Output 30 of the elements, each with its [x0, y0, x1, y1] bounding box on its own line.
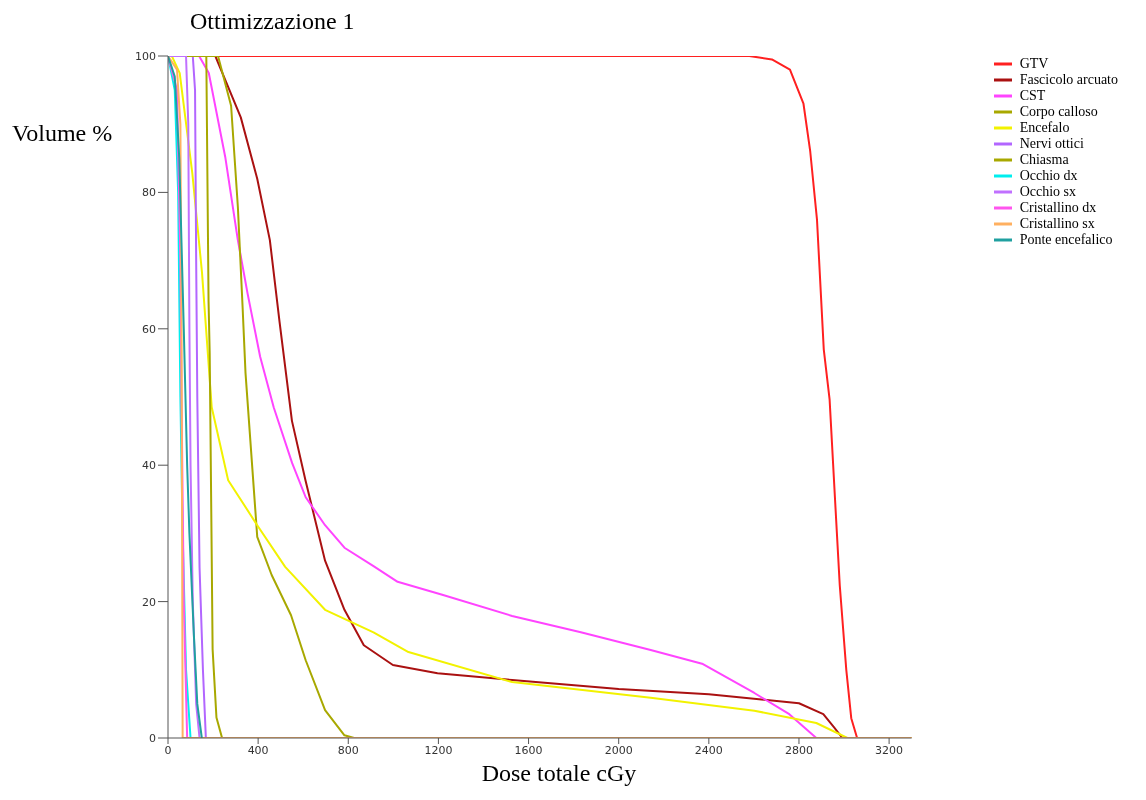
- y-tick-label: 20: [142, 595, 156, 609]
- x-tick-label: 1200: [424, 743, 453, 757]
- legend-label: Chiasma: [1019, 152, 1069, 168]
- legend-label: Fascicolo arcuato: [1019, 72, 1118, 88]
- y-axis-title: Volume %: [12, 120, 113, 147]
- legend-label: Cristallino dx: [1019, 200, 1097, 216]
- y-tick-label: 80: [142, 186, 156, 200]
- x-tick-label: 800: [337, 743, 359, 757]
- legend-label: Cristallino sx: [1019, 216, 1095, 232]
- legend-label: Corpo calloso: [1019, 104, 1098, 120]
- legend-label: Occhio sx: [1019, 184, 1077, 200]
- x-tick-label: 1600: [514, 743, 543, 757]
- y-tick-label: 100: [135, 49, 156, 63]
- x-tick-label: 0: [164, 743, 172, 757]
- chart-title: Ottimizzazione 1: [190, 8, 355, 35]
- x-axis-title: Dose totale cGy: [480, 760, 638, 787]
- legend-label: Occhio dx: [1019, 168, 1078, 184]
- x-tick-label: 2800: [784, 743, 813, 757]
- y-tick-label: 40: [142, 459, 156, 473]
- x-tick-label: 3200: [875, 743, 904, 757]
- legend-label: CST: [1019, 88, 1046, 104]
- legend-label: Nervi ottici: [1019, 136, 1084, 152]
- x-tick-label: 2000: [604, 743, 633, 757]
- legend-label: Ponte encefalico: [1019, 232, 1113, 248]
- legend-label: GTV: [1019, 56, 1049, 72]
- x-tick-label: 2400: [694, 743, 723, 757]
- legend-label: Encefalo: [1019, 120, 1070, 136]
- y-tick-label: 0: [149, 731, 156, 745]
- y-tick-label: 60: [142, 322, 156, 336]
- x-tick-label: 400: [247, 743, 269, 757]
